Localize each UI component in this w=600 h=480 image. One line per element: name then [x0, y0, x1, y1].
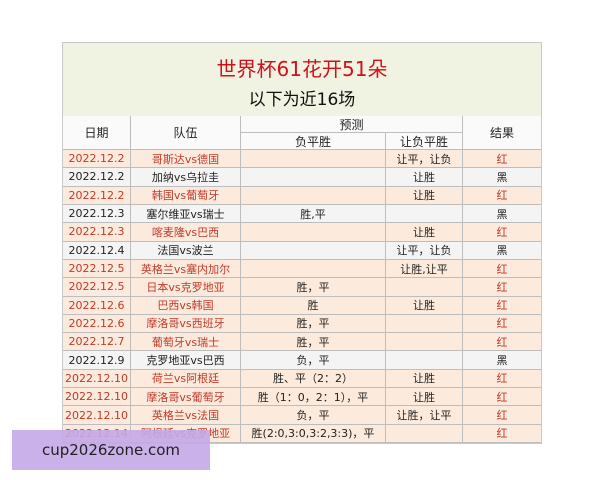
teams: 日本vs克罗地亚: [131, 278, 241, 297]
title: 世界杯61花开51朵: [216, 57, 388, 81]
column-header: 负平胜: [241, 133, 386, 150]
teams: 葡萄牙vs瑞士: [131, 333, 241, 352]
teams: 塞尔维亚vs瑞士: [131, 204, 241, 224]
column-header: 日期: [63, 116, 131, 150]
teams: 英格兰vs塞内加尔: [131, 259, 241, 279]
date: 2022.12.2: [63, 150, 131, 169]
teams: 喀麦隆vs巴西: [131, 223, 241, 242]
teams: 摩洛哥vs葡萄牙: [131, 388, 241, 407]
prediction: 胜（1：0，2：1），平: [241, 388, 386, 407]
result: 红: [463, 223, 541, 242]
date: 2022.12.5: [63, 259, 131, 279]
header: 世界杯61花开51朵 以下为近16场: [63, 43, 541, 116]
result: 红: [463, 296, 541, 315]
date: 2022.12.3: [63, 223, 131, 242]
teams: 摩洛哥vs西班牙: [131, 314, 241, 334]
handicap-prediction: [386, 351, 463, 370]
result: 红: [463, 278, 541, 297]
prediction: 胜，平: [241, 333, 386, 352]
prediction: 胜，平: [241, 314, 386, 334]
date: 2022.12.6: [63, 314, 131, 334]
teams: 克罗地亚vs巴西: [131, 351, 241, 370]
date: 2022.12.7: [63, 333, 131, 352]
date: 2022.12.2: [63, 168, 131, 187]
result: 黑: [463, 351, 541, 370]
table-image: 世界杯61花开51朵 以下为近16场 日期 队伍 预测 负平胜 让负平胜 结果 2022.1…: [62, 42, 542, 444]
prediction: 胜(2:0,3:0,3:2,3:3)，平: [241, 424, 386, 443]
handicap-prediction: [386, 314, 463, 334]
date: 2022.12.10: [63, 388, 131, 407]
handicap-prediction: 让胜: [386, 186, 463, 205]
date: 2022.12.5: [63, 278, 131, 297]
prediction: 胜，平: [241, 278, 386, 297]
result: 黑: [463, 168, 541, 187]
prediction: [241, 150, 386, 169]
result: 黑: [463, 241, 541, 260]
subtitle: 以下为近16场: [248, 90, 356, 110]
handicap-prediction: [386, 333, 463, 352]
result: 黑: [463, 204, 541, 224]
date: 2022.12.10: [63, 369, 131, 389]
teams: 加纳vs乌拉圭: [131, 168, 241, 187]
handicap-prediction: 让胜: [386, 296, 463, 315]
teams: 英格兰vs法国: [131, 406, 241, 425]
handicap-prediction: [386, 278, 463, 297]
date: 2022.12.3: [63, 204, 131, 224]
result: 红: [463, 259, 541, 279]
result: 红: [463, 388, 541, 407]
prediction: 胜: [241, 296, 386, 315]
date: 2022.12.6: [63, 296, 131, 315]
teams: 法国vs波兰: [131, 241, 241, 260]
teams: 哥斯达vs德国: [131, 150, 241, 169]
column-header: 结果: [463, 116, 541, 150]
handicap-prediction: [386, 204, 463, 224]
teams: 荷兰vs阿根廷: [131, 369, 241, 389]
prediction: [241, 186, 386, 205]
date: 2022.12.9: [63, 351, 131, 370]
handicap-prediction: 让胜: [386, 168, 463, 187]
date: 2022.12.10: [63, 406, 131, 425]
handicap-prediction: 让胜: [386, 369, 463, 389]
column-header: 预测: [241, 116, 463, 133]
result: 红: [463, 333, 541, 352]
handicap-prediction: [386, 424, 463, 443]
column-header: 让负平胜: [386, 133, 463, 150]
prediction: [241, 168, 386, 187]
date: 2022.12.4: [63, 241, 131, 260]
result: 红: [463, 186, 541, 205]
result: 红: [463, 369, 541, 389]
prediction: 胜,平: [241, 204, 386, 224]
prediction: 胜、平（2：2）: [241, 369, 386, 389]
handicap-prediction: 让平，让负: [386, 241, 463, 260]
result: 红: [463, 406, 541, 425]
prediction: [241, 241, 386, 260]
prediction: [241, 259, 386, 279]
date: 2022.12.2: [63, 186, 131, 205]
prediction: 负，平: [241, 351, 386, 370]
teams: 韩国vs葡萄牙: [131, 186, 241, 205]
handicap-prediction: 让平，让负: [386, 150, 463, 169]
handicap-prediction: 让胜: [386, 388, 463, 407]
teams: 巴西vs韩国: [131, 296, 241, 315]
column-header: 队伍: [131, 116, 241, 150]
handicap-prediction: 让胜: [386, 223, 463, 242]
result: 红: [463, 150, 541, 169]
prediction: [241, 223, 386, 242]
handicap-prediction: 让胜，让平: [386, 406, 463, 425]
result: 红: [463, 314, 541, 334]
prediction: 负，平: [241, 406, 386, 425]
handicap-prediction: 让胜,让平: [386, 259, 463, 279]
watermark: cup2026zone.com: [12, 430, 210, 470]
result: 红: [463, 424, 541, 443]
